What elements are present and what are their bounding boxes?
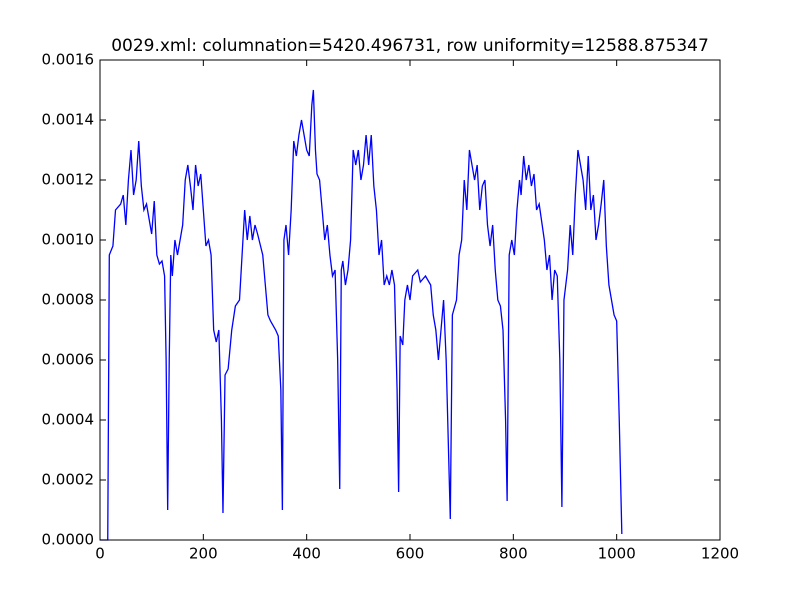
y-tick-label: 0.0014: [42, 111, 95, 129]
x-tick-label: 1200: [701, 545, 739, 563]
y-tick-label: 0.0004: [42, 411, 95, 429]
y-tick-label: 0.0016: [42, 51, 95, 69]
y-tick-label: 0.0000: [42, 531, 95, 549]
x-tick-label: 600: [396, 545, 425, 563]
chart-title: 0029.xml: columnation=5420.496731, row u…: [111, 36, 709, 56]
x-tick-label: 800: [499, 545, 528, 563]
x-tick-label: 200: [189, 545, 218, 563]
x-tick-label: 400: [292, 545, 321, 563]
x-tick-label: 1000: [598, 545, 636, 563]
x-tick-label: 0: [95, 545, 105, 563]
y-tick-label: 0.0006: [42, 351, 95, 369]
y-tick-label: 0.0012: [42, 171, 95, 189]
y-tick-label: 0.0008: [42, 291, 95, 309]
data-line: [100, 89, 623, 541]
y-tick-label: 0.0002: [42, 471, 95, 489]
y-tick-label: 0.0010: [42, 231, 95, 249]
